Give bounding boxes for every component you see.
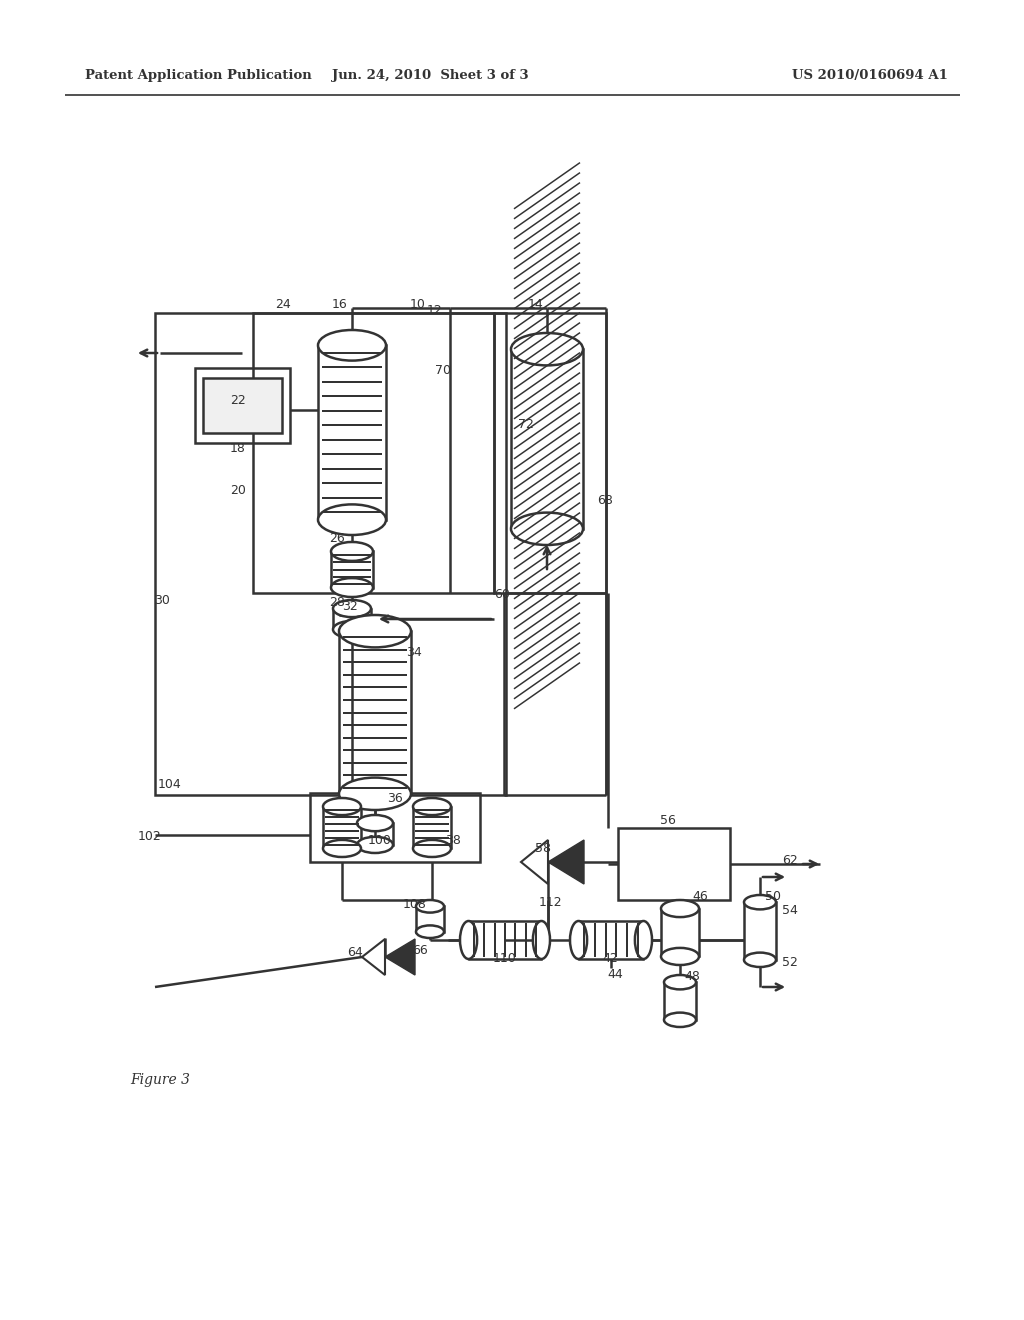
Ellipse shape — [662, 900, 699, 917]
Ellipse shape — [511, 512, 583, 545]
Text: 18: 18 — [230, 441, 246, 454]
Text: 56: 56 — [660, 813, 676, 826]
Ellipse shape — [339, 615, 411, 647]
Bar — [339, 631, 411, 793]
Ellipse shape — [339, 777, 411, 810]
Bar — [357, 824, 393, 845]
Bar — [310, 793, 480, 862]
Ellipse shape — [333, 620, 371, 638]
Bar — [331, 552, 373, 587]
Text: 34: 34 — [407, 647, 422, 660]
Text: 26: 26 — [329, 532, 345, 544]
Bar — [664, 982, 696, 1020]
Text: US 2010/0160694 A1: US 2010/0160694 A1 — [792, 69, 948, 82]
Text: 10: 10 — [410, 298, 426, 312]
Text: Jun. 24, 2010  Sheet 3 of 3: Jun. 24, 2010 Sheet 3 of 3 — [332, 69, 528, 82]
Text: 20: 20 — [230, 483, 246, 496]
Polygon shape — [385, 939, 415, 975]
Ellipse shape — [416, 900, 444, 912]
Text: Patent Application Publication: Patent Application Publication — [85, 69, 311, 82]
Text: 42: 42 — [602, 952, 617, 965]
Text: 16: 16 — [332, 298, 348, 312]
Text: 100: 100 — [368, 833, 392, 846]
Text: 70: 70 — [435, 363, 451, 376]
Ellipse shape — [744, 953, 776, 968]
Bar — [323, 807, 361, 849]
Bar — [469, 921, 542, 960]
Text: 30: 30 — [154, 594, 170, 606]
Text: 14: 14 — [528, 298, 544, 312]
Polygon shape — [521, 840, 548, 884]
Ellipse shape — [744, 895, 776, 909]
Ellipse shape — [323, 799, 361, 814]
Bar — [318, 346, 386, 520]
Bar — [203, 378, 282, 433]
Polygon shape — [362, 939, 385, 975]
Bar — [511, 350, 583, 529]
Bar — [333, 609, 371, 630]
Text: 24: 24 — [275, 298, 291, 312]
Ellipse shape — [635, 921, 652, 960]
Text: 58: 58 — [535, 842, 551, 854]
Text: 104: 104 — [158, 779, 182, 792]
Text: 28: 28 — [329, 595, 345, 609]
Bar — [579, 921, 643, 960]
Bar — [744, 902, 776, 960]
Ellipse shape — [664, 1012, 696, 1027]
Bar — [413, 807, 451, 849]
Ellipse shape — [331, 578, 373, 597]
Text: 12: 12 — [427, 304, 442, 317]
Ellipse shape — [664, 975, 696, 990]
Text: 60: 60 — [494, 587, 510, 601]
Text: 46: 46 — [692, 890, 708, 903]
Ellipse shape — [331, 543, 373, 561]
Text: 44: 44 — [607, 969, 623, 982]
Ellipse shape — [323, 840, 361, 857]
Ellipse shape — [460, 921, 477, 960]
Ellipse shape — [413, 840, 451, 857]
Ellipse shape — [357, 814, 393, 832]
Ellipse shape — [413, 799, 451, 814]
Ellipse shape — [357, 837, 393, 853]
Ellipse shape — [511, 333, 583, 366]
Bar — [155, 313, 506, 795]
Bar — [416, 907, 444, 932]
Text: 54: 54 — [782, 903, 798, 916]
Ellipse shape — [532, 921, 550, 960]
Text: 38: 38 — [445, 833, 461, 846]
Text: Figure 3: Figure 3 — [130, 1073, 190, 1086]
Ellipse shape — [318, 330, 386, 360]
Text: 108: 108 — [403, 899, 427, 912]
Text: 48: 48 — [684, 969, 700, 982]
Text: 102: 102 — [138, 829, 162, 842]
Text: 68: 68 — [597, 494, 613, 507]
Ellipse shape — [333, 601, 371, 616]
Text: 64: 64 — [347, 945, 362, 958]
Text: 22: 22 — [230, 393, 246, 407]
Ellipse shape — [662, 948, 699, 965]
Bar — [662, 908, 699, 957]
Text: 36: 36 — [387, 792, 402, 804]
Polygon shape — [548, 840, 584, 884]
Ellipse shape — [318, 504, 386, 535]
Ellipse shape — [416, 925, 444, 939]
Bar — [618, 828, 730, 900]
Bar — [253, 313, 494, 593]
Text: 32: 32 — [342, 601, 357, 614]
Text: 112: 112 — [539, 896, 562, 909]
Text: 66: 66 — [412, 944, 428, 957]
Text: 62: 62 — [782, 854, 798, 866]
Ellipse shape — [570, 921, 587, 960]
Text: 50: 50 — [765, 890, 781, 903]
Text: 110: 110 — [494, 952, 517, 965]
Bar — [494, 313, 606, 593]
Bar — [195, 368, 290, 444]
Text: 72: 72 — [518, 418, 534, 432]
Text: 52: 52 — [782, 957, 798, 969]
